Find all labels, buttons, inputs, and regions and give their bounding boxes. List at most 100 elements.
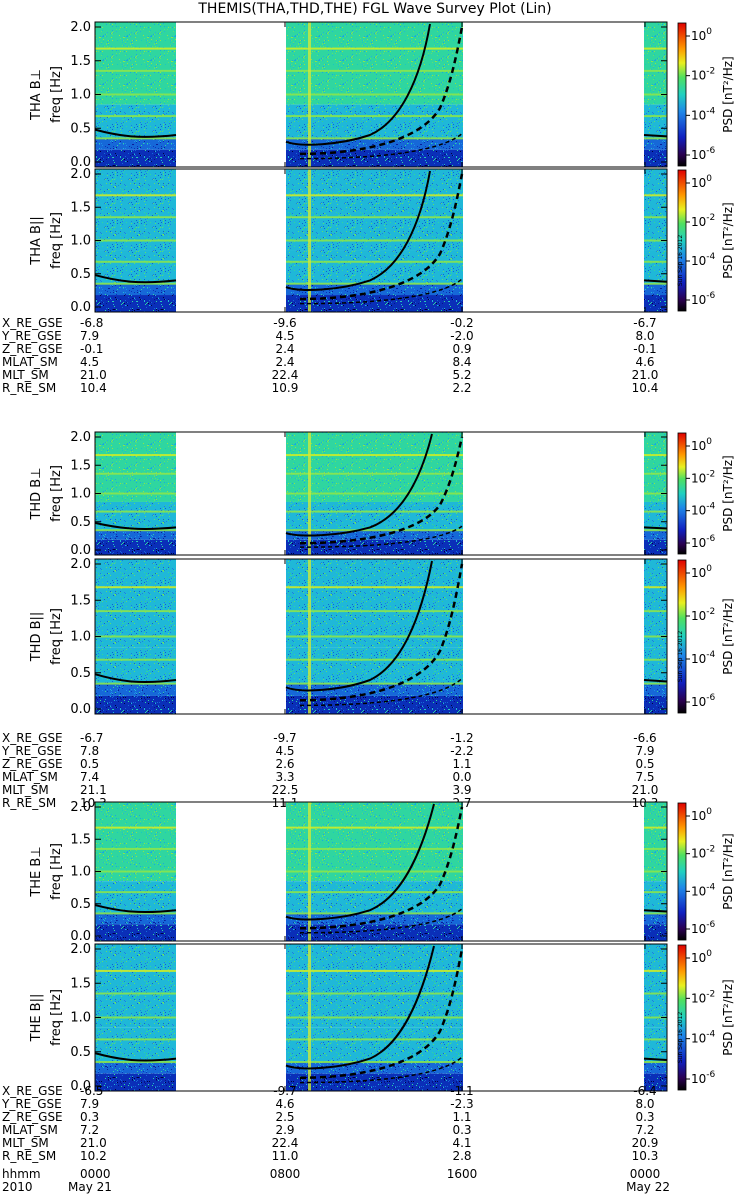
spin-tone-line (644, 847, 667, 850)
y-tick-label: 0.5 (70, 515, 91, 530)
ephemeris-table-the: X_RE_GSE -6.5 -9.7 -1.1 -6.4 Y_RE_GSE 7.9 4.6 -2… (1, 1084, 658, 1163)
spin-tone-line (95, 610, 176, 613)
spin-tone-line (644, 216, 667, 219)
spectrogram-segment (286, 217, 463, 251)
y-tick-label: 2.0 (70, 557, 91, 572)
ephemeris-value: 21.0 (632, 783, 659, 797)
spectrogram-segment (286, 295, 463, 312)
spin-tone-line (644, 93, 667, 96)
colorbar-tick-label: 10-4 (691, 502, 716, 518)
spectrogram-segment (286, 1062, 463, 1074)
spin-tone-line (644, 969, 667, 972)
harmonic-dashed-curve (299, 133, 463, 160)
colorbar: 100 10-2 10-4 10-6 PSD [nT²/Hz] Sun Sep 16 20… (677, 944, 735, 1091)
y-tick-label: 0.0 (70, 543, 91, 558)
ephemeris-value: 7.9 (80, 329, 99, 343)
spin-tone-line (95, 260, 176, 263)
spectrogram-segment (95, 149, 176, 167)
spectrogram-segment (644, 138, 667, 150)
ephemeris-value: 4.6 (275, 1097, 294, 1111)
spectrogram-segment (286, 149, 463, 167)
spectrogram-segment (644, 432, 667, 474)
ephemeris-value: 0.3 (635, 1110, 654, 1124)
spectrogram-segment (95, 1073, 176, 1091)
colorbar-tick-label: 100 (691, 174, 712, 190)
spin-tone-line (644, 992, 667, 995)
spin-tone-line (95, 282, 176, 285)
spectrogram-segment (95, 1062, 176, 1074)
harmonic-dashed-curve (299, 908, 463, 934)
ephemeris-value: 4.5 (275, 744, 294, 758)
spin-tone-line (286, 826, 463, 829)
spin-tone-line (95, 69, 176, 72)
ephemeris-value: 1.1 (452, 757, 471, 771)
gyrofrequency-curve (285, 433, 433, 537)
gyrofrequency-curve (94, 128, 177, 138)
ephemeris-value: 0.3 (452, 1123, 471, 1137)
ephemeris-value: 7.4 (80, 770, 99, 784)
spin-tone-line (644, 47, 667, 50)
spin-tone-line (95, 239, 176, 242)
spin-tone-line (286, 47, 463, 50)
spectrogram-segment (95, 611, 176, 648)
spectrogram-segment (286, 169, 463, 218)
spectrogram-segment (644, 1062, 667, 1074)
harmonic-dashed-curve (299, 436, 464, 545)
colorbar-tick-label: 10-6 (691, 693, 716, 709)
spin-tone-line (644, 1038, 667, 1041)
ephemeris-value: 10.3 (632, 1149, 659, 1163)
ephemeris-label: R_RE_SM (2, 796, 56, 810)
harmonic-dashed-curve (299, 1056, 463, 1084)
colorbar: 100 10-2 10-4 10-6 PSD [nT²/Hz] (677, 802, 735, 941)
ephemeris-value: 10.4 (632, 381, 659, 395)
y-tick-label: 1.5 (70, 832, 91, 847)
freq-axis-label: freq [Hz] (49, 212, 64, 269)
spectrogram-segment (644, 647, 667, 684)
colorbar-label: PSD [nT²/Hz] (721, 56, 735, 132)
spin-tone-line (286, 1016, 463, 1019)
spectrogram-segment (286, 913, 463, 925)
harmonic-dashed-curve (299, 278, 463, 305)
time-date-label: May 22 (626, 1180, 670, 1194)
spin-tone-line (95, 529, 176, 532)
colorbar-tick-label: 100 (691, 27, 712, 43)
spectrogram-segment (644, 559, 667, 612)
spin-tone-line (286, 870, 463, 873)
spectrogram-segment (286, 993, 463, 1028)
spectrogram-segment (644, 848, 667, 882)
ephemeris-value: 7.5 (635, 770, 654, 784)
spin-tone-line (95, 510, 176, 513)
spin-tone-line (95, 586, 176, 589)
spin-tone-line (644, 610, 667, 613)
spin-tone-line (286, 891, 463, 894)
y-tick-label: 0.5 (70, 1045, 91, 1060)
spectrogram-segment (95, 217, 176, 251)
spin-tone-line (644, 510, 667, 513)
spectrogram-segment (95, 22, 176, 71)
colorbar-gradient (677, 802, 687, 941)
gyrofrequency-curve (94, 1052, 177, 1062)
plot-timestamp: Sun Sep 16 2012 (677, 235, 684, 287)
time-axis-year: 2010 (2, 1180, 33, 1194)
ephemeris-value: 4.1 (452, 1136, 471, 1150)
colorbar-tick-label: 10-4 (691, 106, 716, 122)
spike-line (308, 559, 311, 714)
spectrogram-segment (286, 683, 463, 696)
spectrogram-segment (95, 295, 176, 312)
y-tick-label: 1.0 (70, 1011, 91, 1026)
spin-tone-line (95, 658, 176, 661)
ephemeris-value: 7.2 (80, 1123, 99, 1137)
gyrofrequency-curve (643, 526, 668, 530)
spin-tone-line (644, 1061, 667, 1064)
ephemeris-value: 0.3 (80, 1110, 99, 1124)
spectrogram-segment (95, 138, 176, 150)
y-tick-label: 0.5 (70, 897, 91, 912)
y-tick-label: 1.0 (70, 865, 91, 880)
spectrogram-segment (286, 473, 463, 502)
spectrogram-segment (286, 848, 463, 882)
gyrofrequency-curve (285, 945, 435, 1070)
ephemeris-value: 0.9 (452, 342, 471, 356)
spin-tone-line (286, 93, 463, 96)
spectrogram-segment (644, 149, 667, 167)
colorbar-tick-label: 10-2 (691, 989, 715, 1005)
